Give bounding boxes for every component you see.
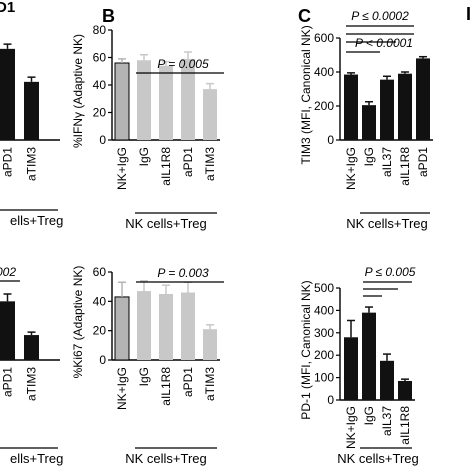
y-tick-label: 40 (93, 294, 107, 308)
bar (114, 296, 130, 361)
category-label: aIL1R8 (159, 147, 173, 186)
y-tick-label: 0 (327, 133, 334, 147)
category-label: IgG (362, 406, 376, 425)
bar (362, 105, 376, 140)
group-label: NK cells+Treg (125, 451, 207, 466)
bar (344, 74, 358, 140)
panel-a-top: aPD1 aTIM3 ells+Treg (0, 43, 63, 228)
y-axis-label: TIM3 (MFI, Canonical NK) (299, 25, 313, 164)
group-label: ells+Treg (10, 451, 63, 466)
category-label: aTIM3 (25, 367, 39, 401)
panel-letter: C (298, 6, 311, 26)
bar (24, 81, 39, 140)
category-label: aIL1R8 (159, 367, 173, 406)
y-tick-label: 0 (99, 353, 106, 367)
bar (181, 292, 195, 360)
bar (137, 291, 151, 360)
bar (24, 335, 39, 360)
sig-b-bottom-text: P = 0.003 (157, 266, 209, 280)
bar (114, 62, 130, 141)
category-label: aPD1 (416, 147, 430, 177)
sig-c-top-2-text: P < 0.0001 (355, 36, 413, 50)
y-tick-label: 400 (314, 303, 334, 317)
category-label: aTIM3 (25, 147, 39, 181)
category-label: IgG (137, 367, 151, 386)
sig-c-bottom-1-text: P ≤ 0.005 (365, 265, 416, 279)
y-tick-label: 200 (314, 348, 334, 362)
y-tick-label: 40 (93, 78, 107, 92)
y-axis-label: %IFNγ (Adaptive NK) (71, 34, 85, 148)
category-label: aIL1R8 (398, 406, 412, 445)
sig-c-top-1-text: P ≤ 0.0002 (351, 9, 409, 23)
bar (398, 380, 412, 400)
left-top-fragment: D1 (0, 0, 15, 16)
bar (398, 73, 412, 140)
bar (159, 294, 173, 360)
category-label: NK+IgG (344, 406, 358, 449)
bar (181, 58, 195, 140)
panel-a-bottom: aPD1 aTIM3 ells+Treg 002 (0, 265, 63, 466)
y-tick-label: 400 (314, 65, 334, 79)
category-label: aTIM3 (203, 367, 217, 401)
panel-b-top: 0 20 40 60 80 %IFNγ (Adaptive NK) B NK+IgG IgG aI… (71, 6, 224, 231)
panel-letter: B (102, 6, 115, 26)
category-label: aPD1 (181, 367, 195, 397)
category-label: aIL37 (380, 147, 394, 177)
category-label: aPD1 (181, 147, 195, 177)
bar (362, 312, 376, 400)
group-label: NK cells+Treg (346, 216, 428, 231)
right-edge-letter: I (466, 4, 471, 24)
sig-a-bottom-text: 002 (0, 265, 16, 279)
category-label: aTIM3 (203, 147, 217, 181)
bar (137, 60, 151, 140)
y-axis-label: %Ki67 (Adaptive NK) (71, 266, 85, 379)
panel-b-bottom: 0 20 40 60 %Ki67 (Adaptive NK) NK+IgG IgG aIL1R… (71, 265, 224, 466)
bar (203, 89, 217, 140)
category-label: aPD1 (1, 367, 15, 397)
sig-b-top-text: P = 0.005 (157, 57, 209, 71)
category-label: aPD1 (1, 147, 15, 177)
bar (380, 79, 394, 140)
y-tick-label: 20 (93, 324, 107, 338)
group-label: NK cells+Treg (125, 216, 207, 231)
group-label: ells+Treg (10, 213, 63, 228)
bar (0, 301, 15, 360)
y-tick-label: 200 (314, 99, 334, 113)
y-tick-label: 60 (93, 265, 107, 279)
group-label: NK cells+Treg (337, 451, 419, 466)
bar (159, 65, 173, 140)
y-tick-label: 60 (93, 51, 107, 65)
category-label: NK+IgG (115, 367, 129, 410)
category-label: NK+IgG (344, 147, 358, 190)
y-tick-label: 600 (314, 31, 334, 45)
bar (203, 329, 217, 360)
y-tick-label: 0 (327, 393, 334, 407)
category-label: IgG (362, 147, 376, 166)
category-label: NK+IgG (115, 147, 129, 190)
y-tick-label: 0 (99, 133, 106, 147)
category-label: aIL37 (380, 406, 394, 436)
y-tick-label: 20 (93, 106, 107, 120)
bar (380, 360, 394, 400)
y-tick-label: 300 (314, 326, 334, 340)
y-tick-label: 500 (314, 281, 334, 295)
bar (0, 48, 15, 140)
y-axis-label: PD-1 (MFI, Canonical NK) (299, 280, 313, 419)
category-label: IgG (137, 147, 151, 166)
bar (416, 58, 430, 140)
y-tick-label: 100 (314, 371, 334, 385)
category-label: aIL1R8 (398, 147, 412, 186)
y-tick-label: 80 (93, 23, 107, 37)
bar (344, 337, 358, 400)
